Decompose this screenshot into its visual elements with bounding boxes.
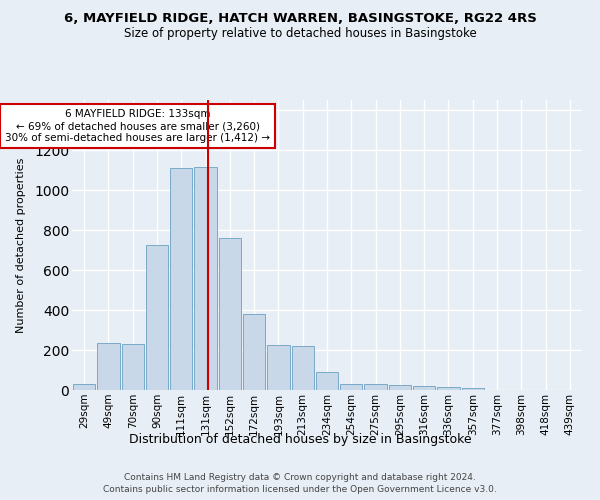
Bar [461, 388, 484, 390]
Text: Contains HM Land Registry data © Crown copyright and database right 2024.: Contains HM Land Registry data © Crown c… [124, 472, 476, 482]
Text: Distribution of detached houses by size in Basingstoke: Distribution of detached houses by size … [128, 432, 472, 446]
Bar [267, 345, 290, 390]
Bar [243, 314, 265, 390]
Bar [170, 168, 193, 390]
Bar [292, 346, 314, 390]
Bar [122, 344, 144, 390]
Bar [73, 384, 95, 390]
Y-axis label: Number of detached properties: Number of detached properties [16, 158, 26, 332]
Bar [389, 385, 411, 390]
Bar [340, 384, 362, 390]
Bar [97, 343, 119, 390]
Bar [194, 167, 217, 390]
Bar [146, 245, 168, 390]
Bar [218, 238, 241, 390]
Bar [413, 386, 436, 390]
Text: 6, MAYFIELD RIDGE, HATCH WARREN, BASINGSTOKE, RG22 4RS: 6, MAYFIELD RIDGE, HATCH WARREN, BASINGS… [64, 12, 536, 26]
Text: Contains public sector information licensed under the Open Government Licence v3: Contains public sector information licen… [103, 485, 497, 494]
Bar [437, 387, 460, 390]
Bar [364, 384, 387, 390]
Bar [316, 372, 338, 390]
Text: 6 MAYFIELD RIDGE: 133sqm
← 69% of detached houses are smaller (3,260)
30% of sem: 6 MAYFIELD RIDGE: 133sqm ← 69% of detach… [5, 110, 270, 142]
Text: Size of property relative to detached houses in Basingstoke: Size of property relative to detached ho… [124, 28, 476, 40]
